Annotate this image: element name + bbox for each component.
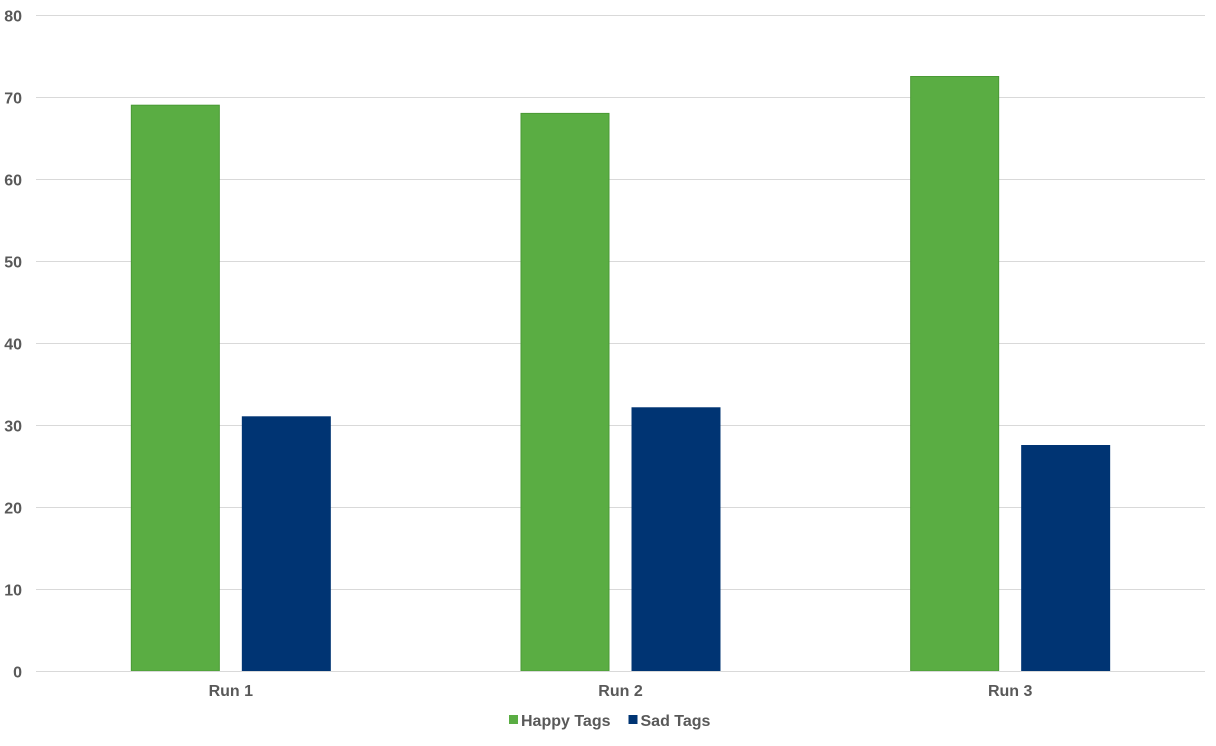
legend-swatch <box>509 715 518 724</box>
bar-happy-tags-2 <box>520 112 610 672</box>
legend-swatch <box>628 715 638 724</box>
y-tick-label: 10 <box>4 583 22 600</box>
bar-happy-tags-1 <box>130 104 220 672</box>
legend-label: Happy Tags <box>521 713 611 730</box>
y-tick-label: 20 <box>4 501 22 518</box>
gridlines <box>36 15 1205 590</box>
legend-label: Sad Tags <box>641 713 711 730</box>
bar-sad-tags-1 <box>241 416 331 672</box>
y-tick-label: 0 <box>13 665 22 682</box>
y-tick-label: 70 <box>4 91 22 108</box>
bar-happy-tags-3 <box>910 76 1000 672</box>
legend: Happy Tags Sad Tags <box>509 713 711 730</box>
legend-item: Happy Tags <box>509 713 611 730</box>
bar-sad-tags-2 <box>631 407 721 672</box>
bar-sad-tags-3 <box>1021 445 1111 672</box>
bars <box>130 76 1111 672</box>
x-category-label: Run 3 <box>988 683 1033 700</box>
y-tick-label: 30 <box>4 419 22 436</box>
x-axis-categories: Run 1 Run 2 Run 3 <box>209 683 1033 700</box>
x-category-label: Run 2 <box>598 683 643 700</box>
y-tick-label: 80 <box>4 9 22 26</box>
y-tick-label: 60 <box>4 173 22 190</box>
y-tick-label: 40 <box>4 337 22 354</box>
legend-item: Sad Tags <box>628 713 711 730</box>
x-category-label: Run 1 <box>209 683 254 700</box>
y-axis-ticks: 0 10 20 30 40 50 60 70 80 <box>4 9 22 682</box>
y-tick-label: 50 <box>4 255 22 272</box>
